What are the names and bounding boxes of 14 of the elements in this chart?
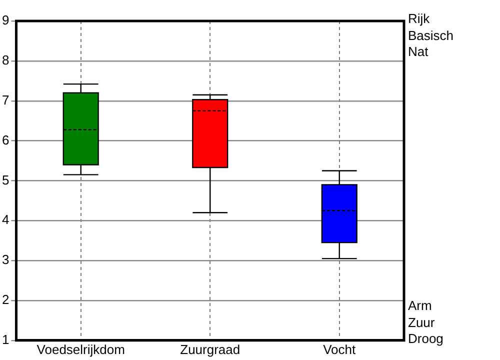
x-tick-label: Zuurgraad [180,342,240,357]
y-tick-label: 8 [2,52,10,68]
y-tick-label: 1 [2,332,10,347]
text: Arm Zuur Droog [408,298,444,348]
text: Rijk Basisch Nat [408,11,454,60]
y-tick-label: 2 [2,292,10,308]
x-tick-label: Voedselrijkdom [36,342,125,357]
y-tick-label: 7 [2,92,10,108]
y-tick-label: 3 [2,252,10,268]
y-tick-label: 5 [2,172,10,188]
y-tick-label: 9 [2,12,10,28]
x-tick-label: Vocht [323,342,356,357]
y-tick-label: 6 [2,132,10,148]
y-tick-label: 4 [2,212,10,228]
